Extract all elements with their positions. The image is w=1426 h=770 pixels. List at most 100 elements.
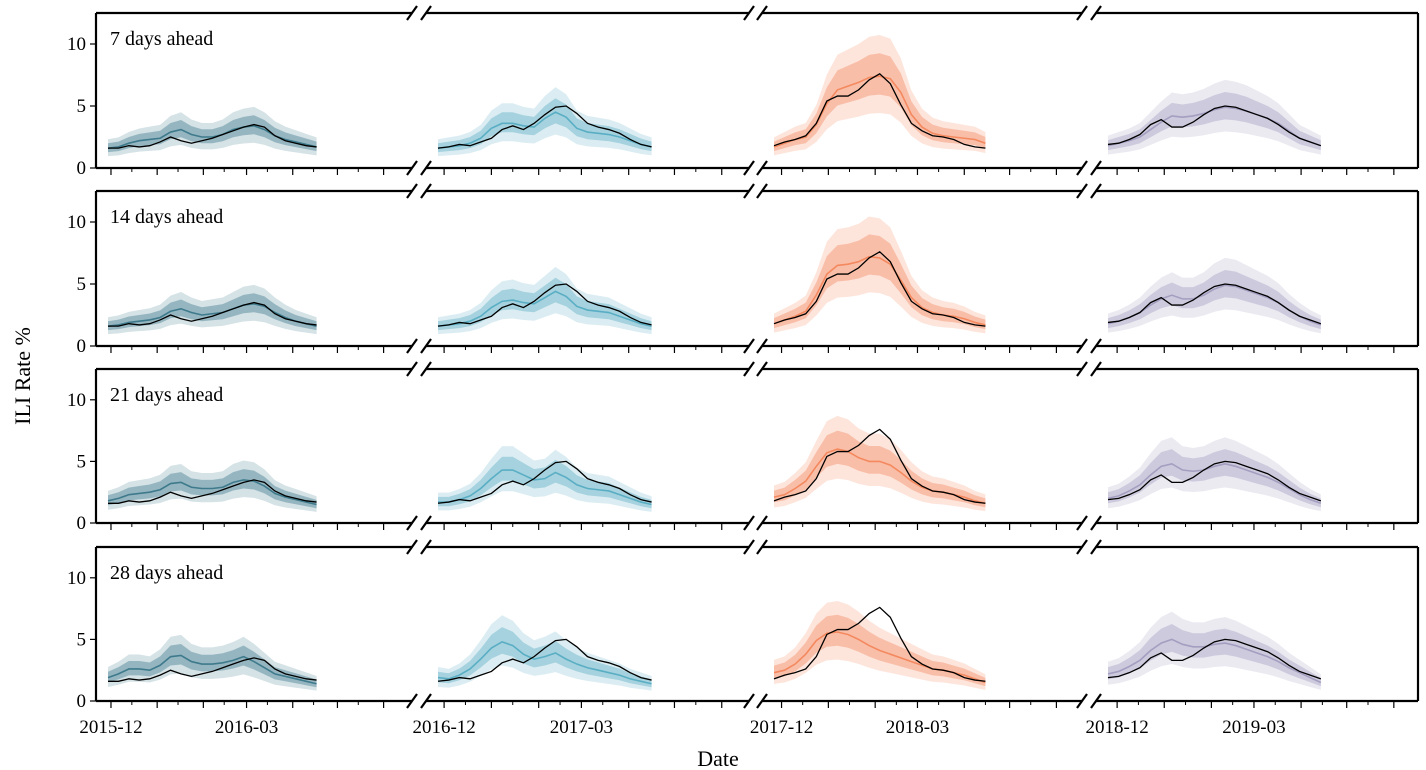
band-outer-2018-19 (1108, 257, 1321, 334)
x-tick-label: 2016-12 (412, 717, 475, 738)
axis-break-mark (420, 693, 432, 709)
axis-break-mark (1090, 539, 1102, 555)
y-tick-label: 10 (67, 390, 86, 411)
panel-label: 28 days ahead (110, 562, 223, 584)
y-tick-label: 10 (67, 212, 86, 233)
truth-line-2016-17 (437, 460, 652, 504)
panel-row-2: 0 5 10 14 days ahead (67, 183, 1420, 357)
y-tick-label: 5 (77, 274, 87, 295)
truth-line-2017-18 (773, 250, 986, 327)
axis-break-mark (1090, 693, 1102, 709)
axis-break-mark (756, 515, 768, 531)
band-inner-2015-16 (108, 293, 317, 331)
band-inner-2017-18 (774, 53, 986, 152)
band-outer-2017-18 (774, 34, 986, 156)
median-line-2015-16 (107, 125, 317, 149)
band-inner-2018-19 (1108, 92, 1321, 151)
median-line-2017-18 (773, 255, 986, 326)
axis-break-mark (1076, 693, 1088, 709)
truth-line-2015-16 (108, 657, 317, 682)
y-tick-label: 0 (77, 513, 87, 534)
truth-line-2015-16 (108, 479, 317, 504)
y-tick-label: 5 (77, 629, 87, 650)
axis-break-mark (406, 183, 418, 199)
truth-line-2017-18 (773, 428, 986, 504)
band-inner-2015-16 (108, 115, 317, 153)
x-tick-label: 2018-03 (886, 717, 949, 738)
median-line-2016-17 (438, 469, 652, 506)
truth-line-2017-18 (773, 606, 986, 682)
axis-break-mark (743, 160, 755, 176)
band-outer-2015-16 (108, 284, 317, 335)
axis-break-mark (743, 338, 755, 354)
axis-break-mark (743, 539, 755, 555)
axis-break-mark (1090, 338, 1102, 354)
panel-label: 21 days ahead (110, 384, 223, 406)
y-tick-label: 0 (77, 336, 87, 357)
truth-line-2016-17 (437, 105, 652, 149)
axis-break-mark (1076, 160, 1088, 176)
band-outer-2015-16 (108, 106, 317, 157)
truth-line-2018-19 (1107, 638, 1322, 680)
axis-break-mark (406, 361, 418, 377)
axis-break-mark (756, 5, 768, 21)
axis-break-mark (406, 5, 418, 21)
axis-break-mark (756, 338, 768, 354)
y-tick-label: 0 (77, 691, 87, 712)
truth-line-2016-17 (437, 638, 652, 682)
y-tick-label: 0 (77, 158, 87, 179)
axis-break-mark (1076, 515, 1088, 531)
plot-area: 0 5 10 7 days ahead 0 5 10 14 days ahead 0 5 10 21 … (67, 5, 1420, 738)
axis-break-mark (743, 693, 755, 709)
y-tick-label: 10 (67, 34, 86, 55)
axis-break-mark (743, 5, 755, 21)
band-outer-2017-18 (774, 415, 986, 512)
truth-line-2015-16 (108, 123, 317, 149)
axis-break-mark (420, 361, 432, 377)
truth-line-2016-17 (437, 283, 652, 327)
band-inner-2016-17 (438, 456, 652, 509)
axis-break-mark (406, 539, 418, 555)
axis-break-mark (1076, 338, 1088, 354)
panel-label: 14 days ahead (110, 206, 223, 228)
axis-break-mark (406, 693, 418, 709)
axis-break-mark (756, 160, 768, 176)
y-axis-title: ILI Rate % (10, 327, 35, 425)
axis-break-mark (1076, 5, 1088, 21)
band-outer-2015-16 (108, 460, 317, 512)
truth-line-2015-16 (108, 301, 317, 327)
median-line-2016-17 (437, 111, 652, 149)
axis-break-mark (420, 5, 432, 21)
truth-line-2018-19 (1107, 105, 1322, 147)
median-line-2015-16 (107, 303, 317, 327)
axis-break-mark (420, 160, 432, 176)
axis-break-mark (1076, 539, 1088, 555)
median-line-2015-16 (107, 654, 317, 685)
panel-row-4: 0 5 10 2015-12 2016-03 2016-12 2017-03 2017-12 2… (67, 539, 1420, 738)
band-inner-2018-19 (1108, 449, 1321, 508)
axis-break-mark (420, 515, 432, 531)
y-tick-label: 5 (77, 451, 87, 472)
axis-break-mark (756, 539, 768, 555)
x-axis-title: Date (697, 746, 739, 770)
band-inner-2017-18 (774, 234, 986, 330)
truth-line-2018-19 (1107, 460, 1322, 502)
axis-break-mark (406, 515, 418, 531)
axis-break-mark (1090, 361, 1102, 377)
band-inner-2016-17 (438, 277, 652, 331)
axis-break-mark (743, 515, 755, 531)
panel-row-3: 0 5 10 21 days ahead (67, 361, 1420, 534)
axis-break-mark (1076, 183, 1088, 199)
median-line-2015-16 (107, 479, 317, 506)
x-tick-label: 2019-03 (1222, 717, 1285, 738)
axis-break-mark (1090, 160, 1102, 176)
x-tick-label: 2017-12 (750, 717, 813, 738)
band-outer-2018-19 (1108, 79, 1321, 155)
band-outer-2016-17 (438, 615, 652, 691)
median-line-2018-19 (1107, 638, 1322, 684)
x-tick-label: 2016-03 (215, 717, 278, 738)
band-outer-2018-19 (1108, 437, 1321, 512)
band-outer-2015-16 (108, 634, 317, 691)
axis-break-mark (743, 361, 755, 377)
axis-break-mark (1090, 183, 1102, 199)
